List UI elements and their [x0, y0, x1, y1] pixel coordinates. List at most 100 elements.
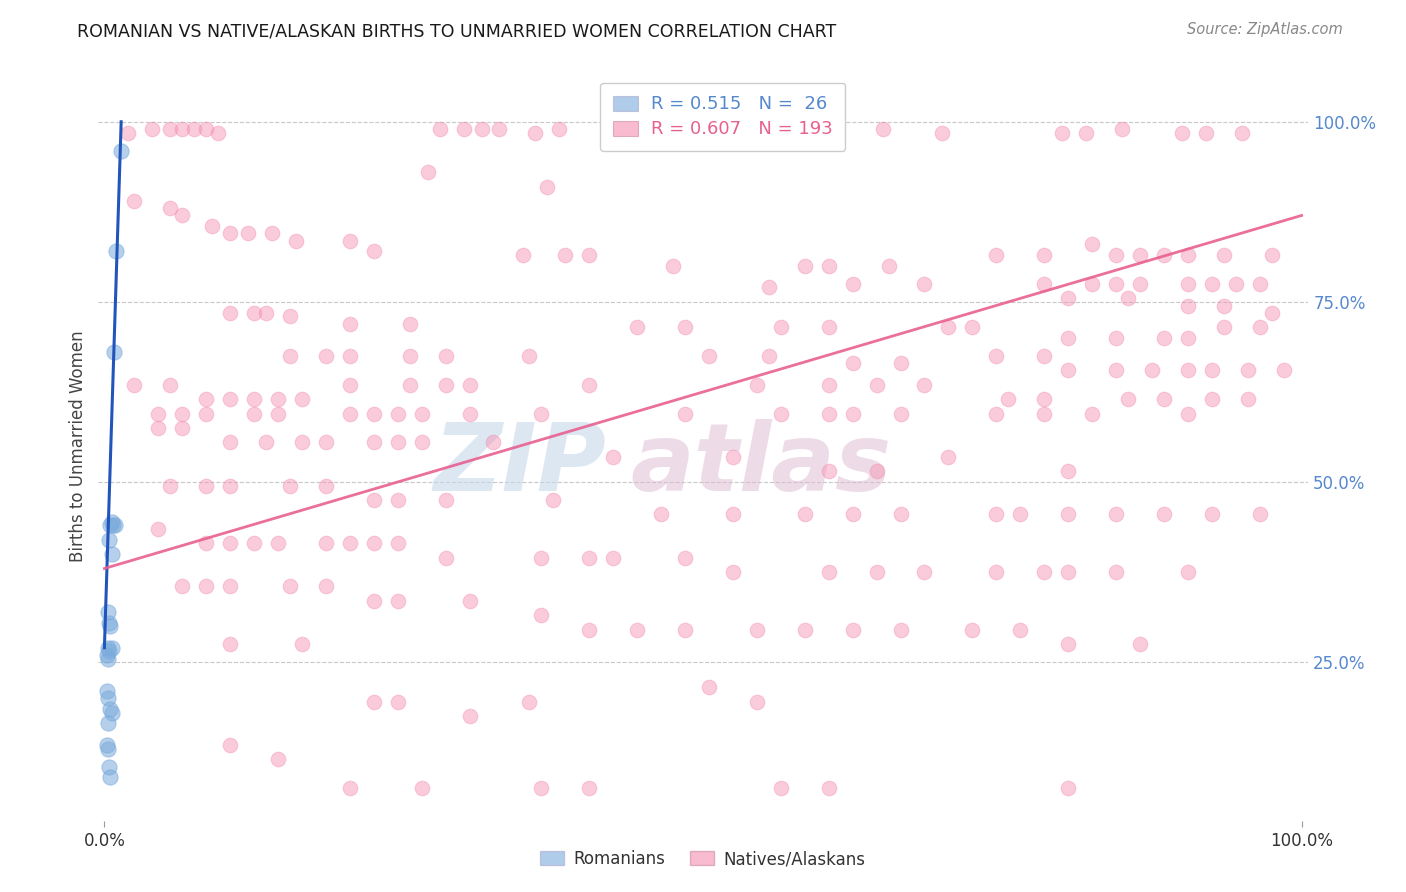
Point: [1111, 122, 1133, 136]
Point: [117, 126, 139, 140]
Point: [872, 122, 894, 136]
Point: [536, 179, 558, 194]
Point: [865, 377, 887, 392]
Point: [1105, 565, 1128, 579]
Point: [1050, 126, 1073, 140]
Point: [110, 144, 132, 158]
Point: [98, 533, 121, 547]
Point: [1033, 565, 1056, 579]
Point: [841, 623, 863, 637]
Point: [519, 349, 541, 363]
Point: [1201, 277, 1223, 291]
Point: [889, 407, 911, 421]
Point: [1105, 508, 1128, 522]
Legend: Romanians, Natives/Alaskans: Romanians, Natives/Alaskans: [533, 844, 873, 875]
Point: [267, 407, 290, 421]
Point: [254, 435, 277, 450]
Point: [207, 126, 229, 140]
Point: [387, 493, 409, 508]
Point: [817, 464, 839, 478]
Point: [1033, 248, 1056, 262]
Point: [243, 407, 266, 421]
Point: [769, 320, 792, 334]
Point: [172, 421, 194, 435]
Point: [554, 248, 576, 262]
Point: [931, 126, 953, 140]
Point: [1033, 349, 1056, 363]
Point: [243, 306, 266, 320]
Point: [172, 407, 194, 421]
Point: [100, 702, 122, 716]
Point: [745, 623, 768, 637]
Point: [986, 407, 1008, 421]
Point: [124, 377, 146, 392]
Point: [889, 356, 911, 370]
Point: [673, 407, 696, 421]
Point: [1057, 464, 1080, 478]
Point: [1212, 248, 1234, 262]
Point: [1177, 407, 1199, 421]
Point: [817, 320, 839, 334]
Y-axis label: Births to Unmarried Women: Births to Unmarried Women: [69, 330, 87, 562]
Point: [1212, 320, 1234, 334]
Point: [363, 493, 385, 508]
Point: [986, 248, 1008, 262]
Point: [387, 536, 409, 550]
Point: [1236, 392, 1258, 407]
Point: [1177, 331, 1199, 345]
Point: [278, 478, 301, 492]
Point: [1201, 508, 1223, 522]
Point: [530, 781, 553, 796]
Point: [1057, 637, 1080, 651]
Point: [938, 450, 960, 464]
Point: [219, 478, 242, 492]
Legend: R = 0.515   N =  26, R = 0.607   N = 193: R = 0.515 N = 26, R = 0.607 N = 193: [600, 83, 845, 151]
Point: [1153, 248, 1175, 262]
Point: [434, 349, 457, 363]
Point: [889, 508, 911, 522]
Point: [434, 493, 457, 508]
Point: [339, 317, 361, 331]
Point: [315, 580, 337, 594]
Point: [260, 227, 283, 241]
Point: [387, 695, 409, 709]
Point: [291, 435, 314, 450]
Point: [411, 435, 433, 450]
Point: [195, 392, 218, 407]
Point: [1236, 363, 1258, 377]
Point: [398, 349, 420, 363]
Point: [1260, 248, 1282, 262]
Point: [1074, 126, 1097, 140]
Point: [962, 320, 984, 334]
Point: [1105, 331, 1128, 345]
Point: [339, 377, 361, 392]
Point: [673, 623, 696, 637]
Point: [411, 407, 433, 421]
Point: [458, 407, 481, 421]
Point: [752, 122, 775, 136]
Point: [98, 759, 121, 773]
Point: [398, 317, 420, 331]
Point: [159, 201, 181, 215]
Point: [195, 536, 218, 550]
Point: [1177, 565, 1199, 579]
Point: [291, 637, 314, 651]
Point: [602, 550, 624, 565]
Point: [1033, 407, 1056, 421]
Point: [315, 349, 337, 363]
Point: [278, 349, 301, 363]
Point: [429, 122, 451, 136]
Point: [512, 248, 534, 262]
Point: [1260, 306, 1282, 320]
Point: [650, 508, 672, 522]
Point: [626, 320, 648, 334]
Point: [721, 450, 744, 464]
Point: [470, 122, 492, 136]
Point: [758, 280, 780, 294]
Point: [986, 349, 1008, 363]
Point: [1153, 508, 1175, 522]
Point: [1249, 508, 1271, 522]
Point: [745, 695, 768, 709]
Point: [1010, 508, 1032, 522]
Point: [1195, 126, 1218, 140]
